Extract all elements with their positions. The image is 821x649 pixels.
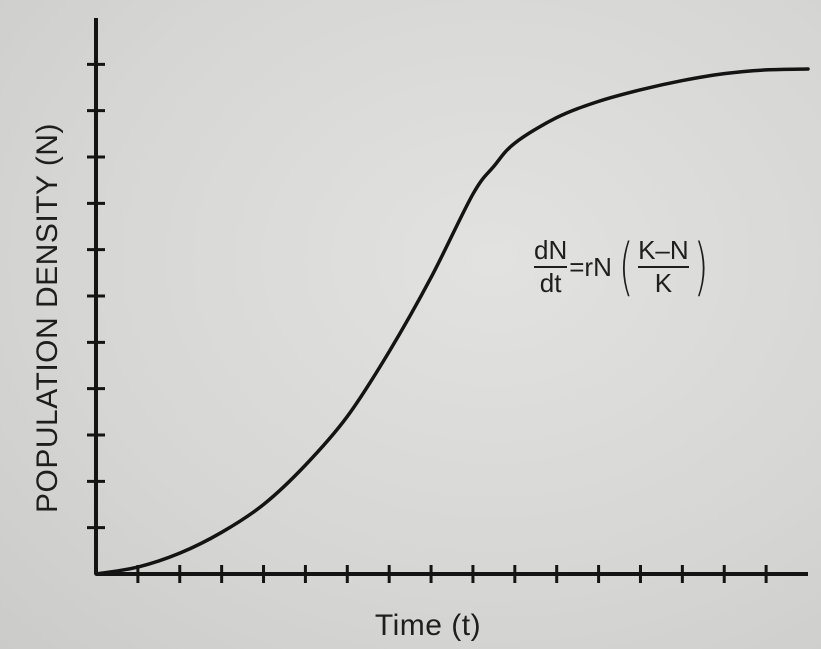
logistic-equation-annotation: dN dt =rN ( K–N K ) <box>534 236 713 298</box>
series-line <box>94 67 810 576</box>
right-paren-glyph: ) <box>693 230 709 303</box>
fraction-bar <box>638 266 689 268</box>
x-axis-label: Time (t) <box>374 609 482 642</box>
equation-lhs-numerator: dN <box>534 234 568 265</box>
left-paren-glyph: ( <box>618 230 634 303</box>
y-axis-label: POPULATION DENSITY (N) <box>31 123 64 513</box>
equation-lhs-fraction: dN dt <box>534 234 568 298</box>
axis-ticks <box>87 62 768 583</box>
equation-lhs-denominator: dt <box>539 268 562 298</box>
equation-rhs-denominator: K <box>654 268 673 298</box>
equation-rhs-fraction: K–N K <box>638 234 689 298</box>
equation-rhs-numerator: K–N <box>638 234 689 265</box>
equation-middle: =rN <box>569 251 612 282</box>
fraction-bar <box>534 266 568 268</box>
